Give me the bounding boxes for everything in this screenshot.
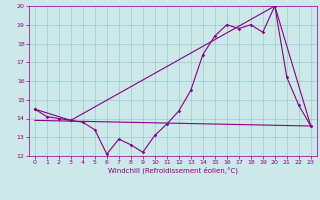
- X-axis label: Windchill (Refroidissement éolien,°C): Windchill (Refroidissement éolien,°C): [108, 167, 238, 174]
